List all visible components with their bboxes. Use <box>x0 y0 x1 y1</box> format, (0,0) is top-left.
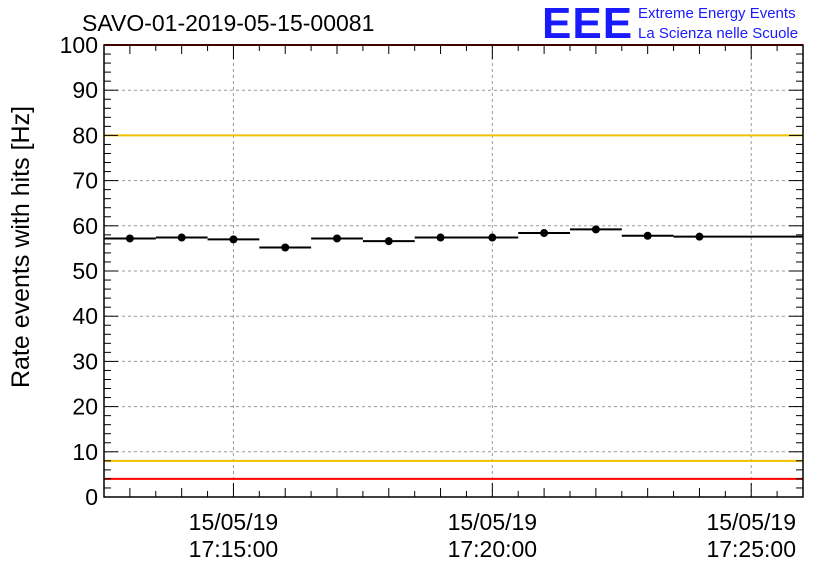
point-marker <box>540 229 549 238</box>
eee-logo-text: Extreme Energy Events La Scienza nelle S… <box>638 4 798 44</box>
point-marker <box>695 232 704 241</box>
point-marker <box>384 237 393 246</box>
tick-labels: 010203040506070809010015/05/1917:15:0015… <box>60 32 796 562</box>
data-point <box>414 233 467 242</box>
data-point <box>155 233 208 242</box>
x-tick-label-date: 15/05/19 <box>706 509 796 535</box>
x-tick-label-time: 17:20:00 <box>448 536 538 562</box>
y-tick-label: 20 <box>72 394 98 420</box>
data-point <box>362 237 415 246</box>
point-marker <box>125 234 134 243</box>
y-axis-label: Rate events with hits [Hz] <box>7 106 35 388</box>
y-tick-label: 100 <box>60 32 98 58</box>
data-point <box>518 229 570 238</box>
grid-lines <box>104 45 803 497</box>
data-point <box>466 233 519 242</box>
point-marker <box>333 234 341 243</box>
y-tick-label: 80 <box>72 122 98 148</box>
chart-title: SAVO-01-2019-05-15-00081 <box>82 10 375 36</box>
x-tick-label-date: 15/05/19 <box>448 509 538 535</box>
y-tick-label: 10 <box>72 439 98 465</box>
data-point <box>311 234 363 243</box>
x-tick-label-time: 17:25:00 <box>706 536 796 562</box>
data-point <box>259 243 312 252</box>
x-tick-label-time: 17:15:00 <box>189 536 279 562</box>
data-point <box>621 231 674 240</box>
point-marker <box>436 233 445 242</box>
reference-lines <box>104 44 803 480</box>
x-tick-label-date: 15/05/19 <box>189 509 279 535</box>
data-point <box>673 232 803 241</box>
data-point <box>570 225 622 234</box>
eee-logo: EEE Extreme Energy Events La Scienza nel… <box>542 0 798 48</box>
eee-logo-line2: La Scienza nelle Scuole <box>638 25 799 42</box>
data-series <box>104 225 803 252</box>
point-marker <box>281 243 290 252</box>
y-tick-label: 0 <box>85 484 98 510</box>
eee-logo-line1: Extreme Energy Events <box>638 5 796 22</box>
point-marker <box>643 231 652 240</box>
y-tick-label: 90 <box>72 77 98 103</box>
point-marker <box>177 233 186 242</box>
point-marker <box>229 235 238 244</box>
axis-ticks <box>103 44 804 498</box>
y-tick-label: 50 <box>72 258 98 284</box>
eee-logo-mark: EEE <box>542 0 634 48</box>
point-marker <box>488 233 497 242</box>
data-point <box>104 234 156 243</box>
y-tick-label: 30 <box>72 348 98 374</box>
y-tick-label: 60 <box>72 213 98 239</box>
y-tick-label: 70 <box>72 168 98 194</box>
data-point <box>207 235 260 244</box>
point-marker <box>591 225 600 234</box>
y-tick-label: 40 <box>72 303 98 329</box>
